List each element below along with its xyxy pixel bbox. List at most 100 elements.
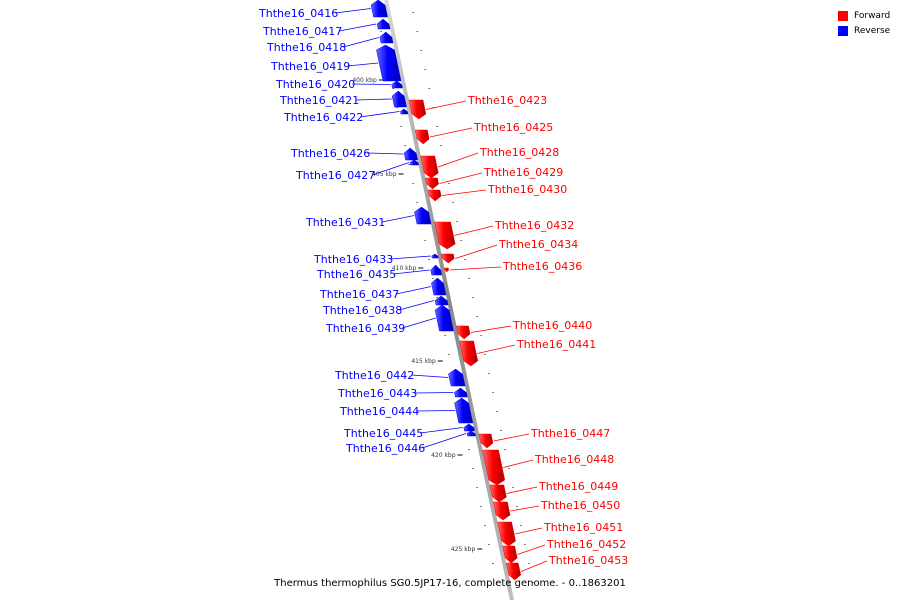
track-dot xyxy=(472,297,474,298)
track-dot xyxy=(412,183,414,184)
track-dot xyxy=(492,392,494,393)
gene-arrow-ththe16_0452[interactable] xyxy=(502,545,518,564)
gene-arrow-ththe16_0449[interactable] xyxy=(489,484,507,503)
gene-label-ththe16_0435[interactable]: Ththe16_0435 xyxy=(316,268,396,281)
gene-arrow-ththe16_0450[interactable] xyxy=(493,501,511,521)
gene-label-ththe16_0419[interactable]: Ththe16_0419 xyxy=(270,60,350,73)
gene-arrow-ththe16_0437[interactable] xyxy=(431,277,447,296)
gene-label-ththe16_0447[interactable]: Ththe16_0447 xyxy=(530,427,610,440)
gene-label-ththe16_0436[interactable]: Ththe16_0436 xyxy=(502,260,582,273)
gene-arrow-ththe16_0430[interactable] xyxy=(427,189,442,202)
track-dot xyxy=(496,411,498,412)
gene-label-ththe16_0416[interactable]: Ththe16_0416 xyxy=(258,7,338,20)
leader-line-ththe16_0429 xyxy=(439,172,483,184)
gene-label-ththe16_0433[interactable]: Ththe16_0433 xyxy=(313,253,393,266)
gene-label-ththe16_0443[interactable]: Ththe16_0443 xyxy=(337,387,417,400)
gene-label-ththe16_0430[interactable]: Ththe16_0430 xyxy=(487,183,567,196)
gene-arrow-ththe16_0429[interactable] xyxy=(425,177,439,190)
gene-label-ththe16_0450[interactable]: Ththe16_0450 xyxy=(540,499,620,512)
gene-arrow-ththe16_0435[interactable] xyxy=(430,264,443,276)
gene-arrow-ththe16_0425[interactable] xyxy=(414,129,430,145)
gene-arrow-ththe16_0451[interactable] xyxy=(497,521,516,547)
gene-labels: Ththe16_0416 Ththe16_0417 Ththe16_0418 Thth… xyxy=(258,7,628,567)
gene-label-ththe16_0444[interactable]: Ththe16_0444 xyxy=(339,405,419,418)
leader-line-ththe16_0430 xyxy=(442,189,487,196)
gene-arrow-ththe16_0433[interactable] xyxy=(431,253,439,259)
track-dot xyxy=(436,297,438,298)
gene-arrow-ththe16_0428[interactable] xyxy=(420,155,439,179)
gene-arrow-ththe16_0417[interactable] xyxy=(376,18,391,30)
gene-label-ththe16_0427[interactable]: Ththe16_0427 xyxy=(295,169,375,182)
track-dot xyxy=(432,107,434,108)
scale-tick-label: 405 kbp xyxy=(372,171,397,178)
gene-label-ththe16_0432[interactable]: Ththe16_0432 xyxy=(494,219,574,232)
legend-forward-label: Forward xyxy=(854,10,891,21)
gene-label-ththe16_0434[interactable]: Ththe16_0434 xyxy=(498,238,578,251)
gene-arrow-ththe16_0440[interactable] xyxy=(456,325,471,340)
track-dot xyxy=(452,202,454,203)
gene-arrow-ththe16_0432[interactable] xyxy=(434,221,456,250)
gene-arrow-ththe16_0431[interactable] xyxy=(414,206,432,225)
track-dot xyxy=(428,259,430,260)
leader-line-ththe16_0440 xyxy=(470,325,512,333)
leader-line-ththe16_0434 xyxy=(455,244,498,259)
gene-arrow-ththe16_0419[interactable] xyxy=(376,44,402,82)
gene-label-ththe16_0442[interactable]: Ththe16_0442 xyxy=(334,369,414,382)
gene-label-ththe16_0437[interactable]: Ththe16_0437 xyxy=(319,288,399,301)
gene-arrow-ththe16_0427[interactable] xyxy=(409,159,419,166)
gene-label-ththe16_0420[interactable]: Ththe16_0420 xyxy=(275,78,355,91)
track-dot xyxy=(448,354,450,355)
gene-label-ththe16_0417[interactable]: Ththe16_0417 xyxy=(262,25,342,38)
gene-label-ththe16_0423[interactable]: Ththe16_0423 xyxy=(467,94,547,107)
gene-label-ththe16_0418[interactable]: Ththe16_0418 xyxy=(266,41,346,54)
gene-label-ththe16_0431[interactable]: Ththe16_0431 xyxy=(305,216,385,229)
gene-label-ththe16_0446[interactable]: Ththe16_0446 xyxy=(345,442,425,455)
gene-arrow-ththe16_0447[interactable] xyxy=(478,433,494,449)
gene-arrow-ththe16_0448[interactable] xyxy=(482,449,506,486)
track-dot xyxy=(436,126,438,127)
track-dot xyxy=(420,50,422,51)
track-dot xyxy=(424,240,426,241)
gene-arrow-ththe16_0441[interactable] xyxy=(459,340,479,367)
gene-label-ththe16_0448[interactable]: Ththe16_0448 xyxy=(534,453,614,466)
gene-arrow-ththe16_0453[interactable] xyxy=(505,562,522,581)
strand-legend: Forward Reverse xyxy=(838,8,890,38)
gene-arrow-ththe16_0446[interactable] xyxy=(466,430,476,437)
gene-label-ththe16_0449[interactable]: Ththe16_0449 xyxy=(538,480,618,493)
gene-arrow-ththe16_0445[interactable] xyxy=(463,423,475,432)
leader-line-ththe16_0443 xyxy=(414,392,454,394)
gene-label-ththe16_0422[interactable]: Ththe16_0422 xyxy=(283,111,363,124)
leader-line-ththe16_0428 xyxy=(437,152,479,168)
gene-label-ththe16_0429[interactable]: Ththe16_0429 xyxy=(483,166,563,179)
gene-label-ththe16_0445[interactable]: Ththe16_0445 xyxy=(343,427,423,440)
gene-arrow-ththe16_0421[interactable] xyxy=(391,90,407,108)
track-dot xyxy=(492,563,494,564)
leader-line-ththe16_0438 xyxy=(399,300,435,311)
gene-label-ththe16_0451[interactable]: Ththe16_0451 xyxy=(543,521,623,534)
gene-arrow-ththe16_0442[interactable] xyxy=(448,368,466,387)
gene-arrow-ththe16_0423[interactable] xyxy=(408,99,427,120)
gene-label-ththe16_0441[interactable]: Ththe16_0441 xyxy=(516,338,596,351)
gene-arrow-ththe16_0434[interactable] xyxy=(440,253,455,264)
gene-label-ththe16_0453[interactable]: Ththe16_0453 xyxy=(548,554,628,567)
gene-arrow-ththe16_0422[interactable] xyxy=(400,108,409,115)
gene-arrow-ththe16_0426[interactable] xyxy=(403,147,418,161)
leader-line-ththe16_0416 xyxy=(335,8,371,14)
gene-label-ththe16_0438[interactable]: Ththe16_0438 xyxy=(322,304,402,317)
gene-arrow-ththe16_0443[interactable] xyxy=(454,387,468,398)
gene-label-ththe16_0439[interactable]: Ththe16_0439 xyxy=(325,322,405,335)
gene-arrow-ththe16_0416[interactable] xyxy=(370,0,388,18)
gene-arrow-ththe16_0439[interactable] xyxy=(434,304,454,332)
gene-label-ththe16_0426[interactable]: Ththe16_0426 xyxy=(290,147,370,160)
gene-label-ththe16_0440[interactable]: Ththe16_0440 xyxy=(512,319,592,332)
gene-label-ththe16_0428[interactable]: Ththe16_0428 xyxy=(479,146,559,159)
leader-line-ththe16_0431 xyxy=(382,215,415,223)
gene-arrow-ththe16_0436[interactable] xyxy=(443,267,449,273)
gene-label-ththe16_0452[interactable]: Ththe16_0452 xyxy=(546,538,626,551)
leader-line-ththe16_0451 xyxy=(515,527,543,535)
gene-arrow-ththe16_0420[interactable] xyxy=(391,80,403,89)
gene-label-ththe16_0421[interactable]: Ththe16_0421 xyxy=(279,94,359,107)
gene-arrow-ththe16_0418[interactable] xyxy=(379,31,394,44)
gene-arrow-ththe16_0444[interactable] xyxy=(454,397,474,424)
gene-label-ththe16_0425[interactable]: Ththe16_0425 xyxy=(473,121,553,134)
